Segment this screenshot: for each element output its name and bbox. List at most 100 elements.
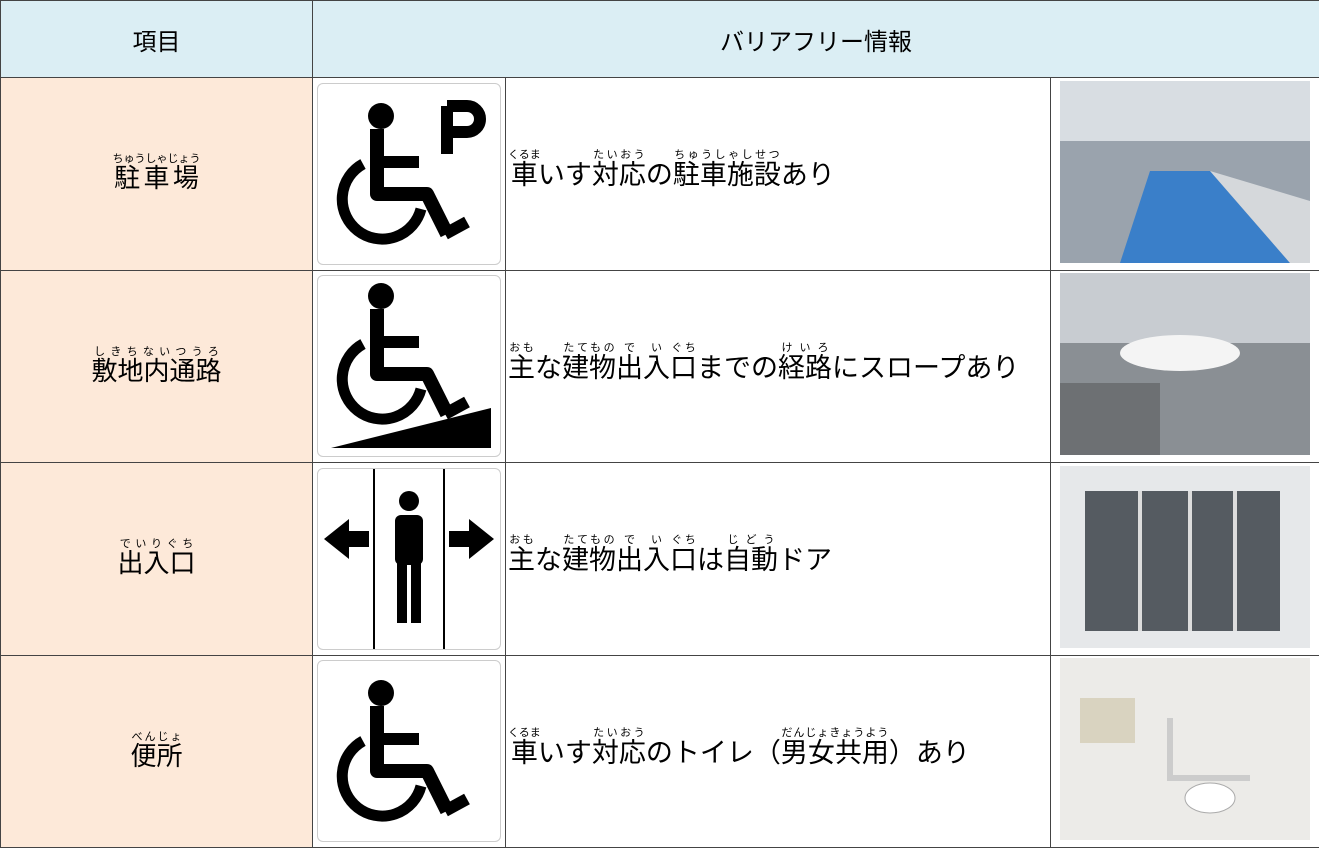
icon-cell bbox=[312, 654, 506, 848]
item-label: 出入口でいりぐち bbox=[117, 537, 196, 580]
description-text: 男女共用だんじょきょうよう bbox=[780, 726, 889, 769]
icon-cell bbox=[312, 462, 506, 656]
description-text: な bbox=[535, 545, 562, 577]
icon-cell bbox=[312, 269, 506, 463]
description-text: あり bbox=[780, 160, 835, 192]
description-cell: 主おもな建物たてもの出で入い口ぐちまでの経路けいろにスロープあり bbox=[505, 269, 1051, 463]
description-text-base: 対応 bbox=[591, 737, 646, 769]
description-text: 建物たてもの bbox=[562, 341, 616, 384]
description-text-ruby: い bbox=[643, 533, 670, 547]
row: 便所べんじょ 車くるまいす対応たいおうのトイレ（男女共用だんじょきょうよう）あり bbox=[0, 654, 1319, 848]
item-label: 駐車場ちゅうしゃじょう bbox=[113, 152, 201, 194]
description-text-base: 入 bbox=[643, 545, 670, 577]
description-cell: 車くるまいす対応たいおうのトイレ（男女共用だんじょきょうよう）あり bbox=[505, 654, 1051, 848]
description-text-base: 主 bbox=[508, 545, 535, 577]
description-text-ruby: で bbox=[616, 533, 643, 547]
description-text-base: 自動 bbox=[724, 545, 778, 577]
icon-cell bbox=[312, 77, 506, 271]
description-text: 対応たいおう bbox=[591, 148, 646, 192]
description-text-ruby: い bbox=[643, 340, 670, 354]
photo-cell bbox=[1049, 77, 1319, 271]
description-text: 駐車施設ちゅうしゃしせつ bbox=[672, 148, 781, 192]
item-label-ruby: ちゅうしゃじょう bbox=[112, 152, 201, 166]
description-text-ruby: で bbox=[616, 340, 643, 354]
description-text-ruby: だんじょきょうよう bbox=[780, 725, 889, 739]
slope-photo bbox=[1060, 273, 1310, 456]
description-text: 自動じどう bbox=[724, 533, 778, 577]
item-label-ruby: しきちないつうろ bbox=[91, 344, 222, 358]
item-cell: 敷地内通路しきちないつうろ bbox=[0, 269, 313, 463]
item-label: 便所べんじょ bbox=[130, 730, 183, 772]
description-text: 出で bbox=[616, 341, 643, 384]
description-text: 経路けいろ bbox=[778, 341, 832, 384]
header-row: 項目 バリアフリー情報 bbox=[0, 0, 1319, 78]
description-text: ）あり bbox=[888, 737, 970, 769]
description-text-ruby: おも bbox=[508, 533, 535, 547]
toilet-photo bbox=[1060, 658, 1310, 841]
description-text: の bbox=[645, 160, 673, 192]
header-item: 項目 bbox=[0, 0, 313, 78]
photo-cell bbox=[1049, 654, 1319, 848]
photo-cell bbox=[1049, 269, 1319, 463]
item-cell: 駐車場ちゅうしゃじょう bbox=[0, 77, 313, 271]
photo-cell bbox=[1049, 462, 1319, 656]
description-text-base: 建物 bbox=[562, 352, 616, 384]
description-text: にスロープあり bbox=[832, 352, 1020, 384]
parking-photo bbox=[1060, 80, 1310, 263]
description-text-ruby: おも bbox=[508, 340, 535, 354]
description-text: ドア bbox=[778, 545, 832, 577]
description-text-ruby: くるま bbox=[508, 148, 541, 162]
entrance-photo bbox=[1060, 465, 1310, 648]
row: 駐車場ちゅうしゃじょう 車くるまいす対応たいおうの駐車施設ちゅうしゃしせつあり bbox=[0, 77, 1319, 271]
description-cell: 主おもな建物たてもの出で入い口ぐちは自動じどうドア bbox=[505, 462, 1051, 656]
item-label: 敷地内通路しきちないつうろ bbox=[91, 345, 222, 387]
description-text-base: 対応 bbox=[591, 160, 646, 192]
description-text: までの bbox=[697, 352, 778, 384]
description-text-ruby: けいろ bbox=[778, 340, 832, 354]
header-info: バリアフリー情報 bbox=[311, 0, 1319, 78]
item-label-base: 敷地内通路 bbox=[91, 356, 222, 387]
description-text-base: 入 bbox=[643, 352, 670, 384]
description-text: 対応たいおう bbox=[591, 726, 646, 769]
description-text: 口ぐち bbox=[670, 341, 697, 384]
row: 敷地内通路しきちないつうろ 主おもな建物たてもの出で入い口ぐちまでの経路けいろに… bbox=[0, 269, 1319, 463]
row: 出入口でいりぐち 主おもな建物たてもの出で入い口ぐちは自動じどうドア bbox=[0, 462, 1319, 656]
description-text-base: 出 bbox=[616, 545, 643, 577]
description-text: のトイレ（ bbox=[645, 737, 781, 769]
description-text: 口ぐち bbox=[670, 533, 697, 576]
description-text-ruby: たいおう bbox=[591, 725, 646, 739]
description-text: 入い bbox=[643, 533, 670, 577]
item-label-ruby: べんじょ bbox=[130, 729, 183, 743]
description-text: 車くるま bbox=[508, 148, 541, 192]
description-text-ruby: ちゅうしゃしせつ bbox=[672, 148, 781, 162]
slope-icon bbox=[317, 275, 501, 458]
description-text-base: 男女共用 bbox=[780, 737, 889, 769]
description-text-ruby: たてもの bbox=[562, 533, 616, 547]
description-text-ruby: たてもの bbox=[562, 340, 616, 354]
description-text: いす bbox=[537, 160, 592, 192]
description-text-base: 駐車施設 bbox=[672, 160, 781, 192]
description-text-base: 車 bbox=[508, 160, 541, 192]
description-text-ruby: じどう bbox=[724, 533, 778, 547]
description-text: は bbox=[697, 545, 724, 577]
item-cell: 便所べんじょ bbox=[0, 654, 313, 848]
description-text: 車くるま bbox=[508, 726, 541, 769]
parking-icon bbox=[317, 82, 501, 265]
item-label-ruby: でいりぐち bbox=[117, 537, 196, 551]
description-text-base: 車 bbox=[508, 737, 541, 769]
description-text: 建物たてもの bbox=[562, 533, 616, 576]
item-label-base: 出入口 bbox=[117, 549, 196, 580]
description-text: 出で bbox=[616, 533, 643, 577]
description-text-ruby: ぐち bbox=[670, 340, 697, 354]
door-icon bbox=[317, 467, 501, 650]
item-label-base: 便所 bbox=[130, 741, 183, 772]
toilet-icon bbox=[317, 660, 501, 843]
description-text-ruby: ぐち bbox=[670, 533, 697, 547]
description-text-ruby: たいおう bbox=[591, 148, 646, 162]
description-text: いす bbox=[537, 737, 592, 769]
description-text-base: 出 bbox=[616, 352, 643, 384]
description-text: な bbox=[535, 352, 562, 384]
description-text-base: 経路 bbox=[778, 352, 832, 384]
